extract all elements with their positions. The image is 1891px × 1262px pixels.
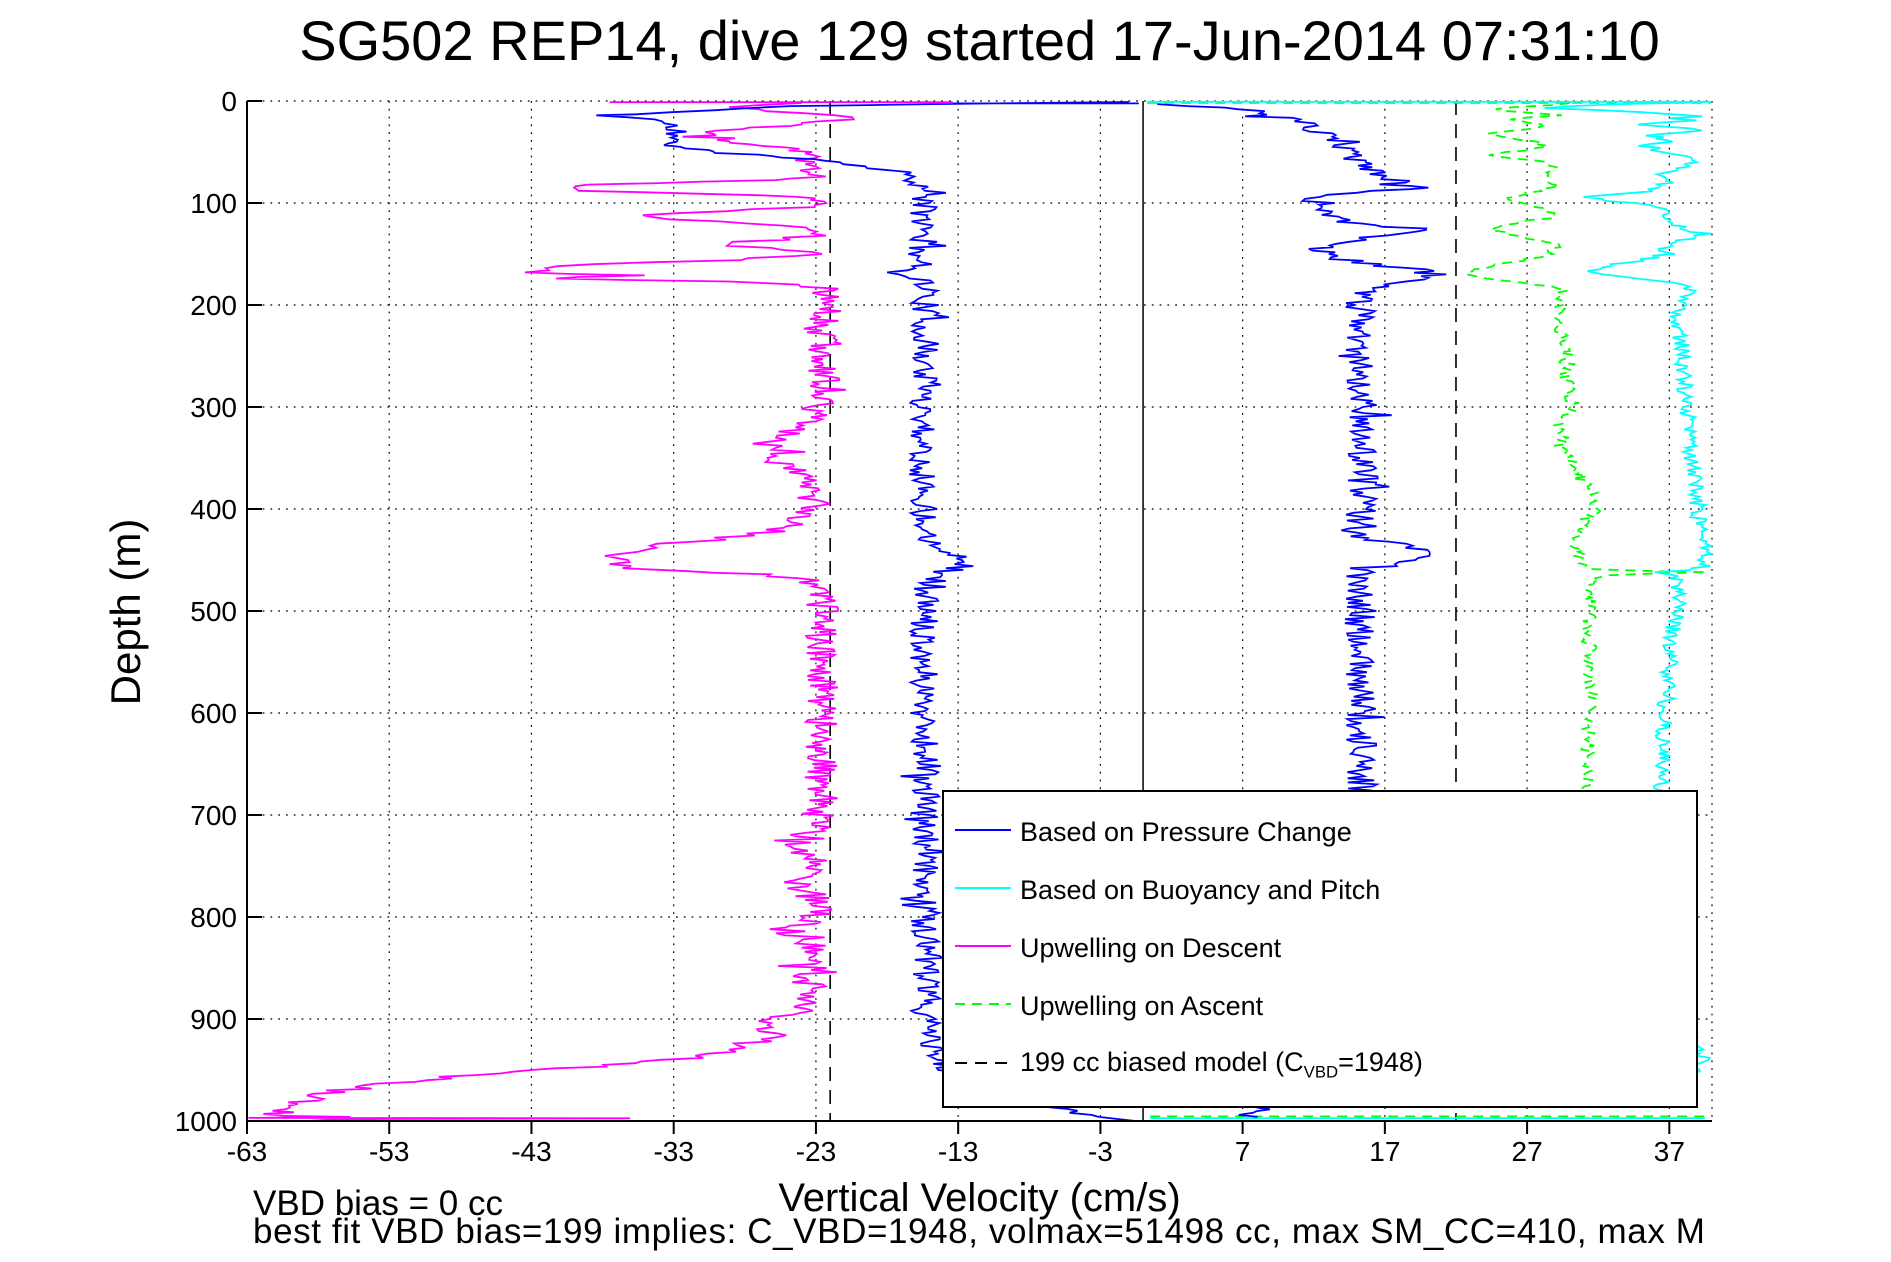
- x-tick-label: -43: [511, 1136, 551, 1167]
- y-tick-label: 200: [190, 290, 237, 321]
- legend-line-sample: [954, 1048, 1012, 1083]
- legend-label-part: =1948): [1338, 1047, 1423, 1078]
- chart-title: SG502 REP14, dive 129 started 17-Jun-201…: [299, 9, 1660, 72]
- legend-line-sample: [954, 815, 1012, 850]
- legend-label-part: 199 cc biased model (C: [1020, 1047, 1304, 1078]
- series-path-based-on-pressure-change-descent-: [596, 101, 1139, 1122]
- x-tick-label: 7: [1235, 1136, 1251, 1167]
- x-tick-label: -63: [227, 1136, 267, 1167]
- legend-line-sample: [954, 989, 1012, 1024]
- legend-line-sample: [954, 873, 1012, 908]
- legend-box: Based on Pressure Change Based on Buoyanc…: [942, 790, 1698, 1108]
- legend-item-label: 199 cc biased model (CVBD=1948): [1020, 1047, 1423, 1082]
- y-tick-label: 1000: [175, 1106, 237, 1137]
- y-tick-label: 0: [221, 86, 237, 117]
- annotation-best-fit: best fit VBD bias=199 implies: C_VBD=194…: [253, 1212, 1706, 1251]
- axes-frame: [246, 100, 1712, 1134]
- annotation-vbd-bias: VBD bias = 0 cc: [253, 1184, 503, 1223]
- legend-item-label: Upwelling on Ascent: [1020, 991, 1264, 1022]
- series-path-upwelling-on-descent: [248, 101, 953, 1122]
- legend-item-2: Upwelling on Descent: [944, 931, 1696, 966]
- x-tick-label: 27: [1512, 1136, 1543, 1167]
- x-tick-label: -13: [938, 1136, 978, 1167]
- legend-item-label: Upwelling on Descent: [1020, 933, 1282, 964]
- x-axis-label: Vertical Velocity (cm/s): [778, 1176, 1181, 1220]
- y-tick-label: 600: [190, 698, 237, 729]
- legend-item-label: Based on Pressure Change: [1020, 817, 1352, 848]
- legend-item-label: Based on Buoyancy and Pitch: [1020, 875, 1381, 906]
- x-tick-label: 37: [1654, 1136, 1685, 1167]
- x-tick-label: 17: [1369, 1136, 1400, 1167]
- x-tick-label: -23: [796, 1136, 836, 1167]
- x-tick-label: -33: [653, 1136, 693, 1167]
- legend-item-4: 199 cc biased model (CVBD=1948): [944, 1047, 1696, 1082]
- series-layer: [248, 100, 1715, 1122]
- y-tick-label: 900: [190, 1004, 237, 1035]
- legend-item-3: Upwelling on Ascent: [944, 989, 1696, 1024]
- y-tick-label: 500: [190, 596, 237, 627]
- y-tick-label: 700: [190, 800, 237, 831]
- y-tick-label: 300: [190, 392, 237, 423]
- legend-line-sample: [954, 931, 1012, 966]
- legend-item-0: Based on Pressure Change: [944, 815, 1696, 850]
- tick-labels: -63 -53 -43 -33 -23 -13 -3 7 17 27 37 0 100 200 300 400…: [175, 86, 1685, 1167]
- y-tick-label: 800: [190, 902, 237, 933]
- x-tick-label: -53: [369, 1136, 409, 1167]
- y-tick-label: 100: [190, 188, 237, 219]
- legend-label-part: VBD: [1303, 1062, 1339, 1082]
- legend-item-1: Based on Buoyancy and Pitch: [944, 873, 1696, 908]
- x-tick-label: -3: [1088, 1136, 1113, 1167]
- y-tick-label: 400: [190, 494, 237, 525]
